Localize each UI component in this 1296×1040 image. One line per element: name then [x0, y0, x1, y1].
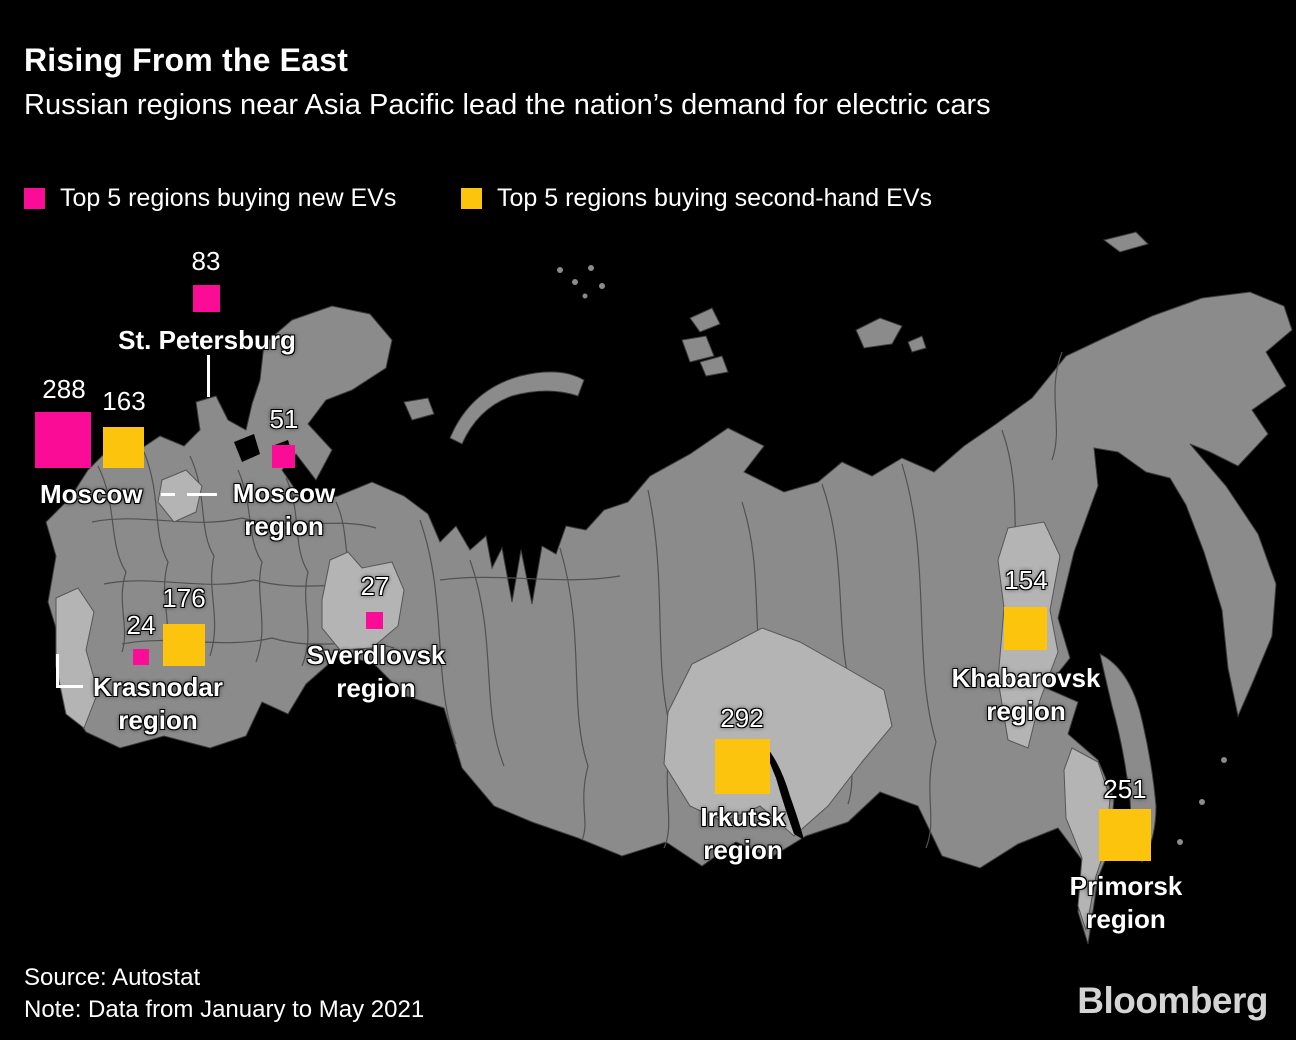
region-borders: [91, 351, 1063, 849]
marker-square-irkutsk-second-hand: [715, 739, 770, 794]
marker-square-krasnodar-new: [133, 649, 149, 665]
marker-value-krasnodar-new: 24: [126, 610, 156, 640]
region-label-krasnodar: Krasnodar region: [92, 672, 224, 735]
region-label-st-petersburg: St. Petersburg: [118, 325, 296, 355]
russia-mainland: [45, 291, 1293, 945]
marker-value-st-petersburg: 83: [191, 246, 221, 276]
region-moscow-region: [157, 469, 203, 523]
region-label-irkutsk: Irkutsk region: [700, 802, 786, 865]
marker-square-sverdlovsk-new: [366, 612, 383, 629]
island-severnaya-zemlya: [699, 355, 729, 377]
marker-value-moscow-region: 51: [269, 404, 299, 434]
connector-krasnodar-vertical: [56, 654, 59, 688]
chart-title: Rising From the East: [24, 42, 349, 78]
islands-new-siberian: [907, 335, 927, 353]
connector-krasnodar-horizontal: [56, 685, 83, 688]
region-label-moscow: Moscow: [40, 479, 143, 509]
islands-franz-josef-land: [557, 265, 605, 299]
marker-square-moscow-new: [35, 412, 91, 468]
island-severnaya-zemlya: [681, 335, 715, 363]
marker-value-moscow-second-hand: 163: [102, 386, 146, 416]
connector-st-petersburg: [207, 355, 210, 397]
chart-subtitle: Russian regions near Asia Pacific lead t…: [24, 89, 991, 121]
lake-baikal: [764, 744, 804, 840]
marker-square-st-petersburg-new: [193, 285, 220, 312]
marker-value-khabarovsk: 154: [1004, 565, 1048, 595]
marker-square-primorsk-second-hand: [1099, 809, 1151, 861]
island-severnaya-zemlya: [689, 307, 721, 333]
marker-value-irkutsk: 292: [720, 703, 764, 733]
island-novaya-zemlya: [449, 371, 585, 445]
lake-ladoga: [234, 434, 260, 462]
islands-kurils: [1177, 757, 1227, 845]
legend-item-new-evs: Top 5 regions buying new EVs: [24, 184, 396, 213]
connector-moscow-dash2: [187, 493, 217, 496]
islands-new-siberian: [855, 317, 903, 349]
region-label-sverdlovsk: Sverdlovsk region: [306, 640, 446, 703]
marker-value-primorsk: 251: [1103, 774, 1147, 804]
note-line: Note: Data from January to May 2021: [24, 996, 425, 1023]
marker-square-khabarovsk-second-hand: [1004, 607, 1047, 650]
source-line: Source: Autostat: [24, 964, 201, 991]
region-label-moscow-region: Moscow region: [232, 478, 336, 541]
marker-square-moscow-second-hand: [103, 427, 144, 468]
marker-square-moscow-region-new: [272, 445, 295, 468]
region-krasnodar: [55, 587, 99, 729]
region-label-khabarovsk: Khabarovsk region: [951, 663, 1101, 726]
marker-value-sverdlovsk: 27: [360, 571, 390, 601]
legend-swatch-second-hand-evs: [461, 188, 482, 209]
region-primorsk: [1063, 747, 1111, 931]
connector-moscow-dash1: [161, 493, 175, 496]
marker-square-krasnodar-second-hand: [163, 624, 205, 666]
region-label-primorsk: Primorsk region: [1069, 871, 1183, 934]
marker-value-krasnodar-second-hand: 176: [162, 583, 206, 613]
marker-value-moscow-new: 288: [42, 374, 86, 404]
region-sverdlovsk: [321, 551, 405, 651]
legend-label-second-hand-evs: Top 5 regions buying second-hand EVs: [497, 184, 933, 212]
island-novaya-zemlya-south: [403, 397, 435, 421]
legend-swatch-new-evs: [24, 188, 45, 209]
legend-item-second-hand-evs: Top 5 regions buying second-hand EVs: [461, 184, 932, 213]
island-wrangel: [1102, 231, 1149, 253]
legend-label-new-evs: Top 5 regions buying new EVs: [60, 184, 397, 212]
bloomberg-logo: Bloomberg: [1077, 980, 1268, 1021]
